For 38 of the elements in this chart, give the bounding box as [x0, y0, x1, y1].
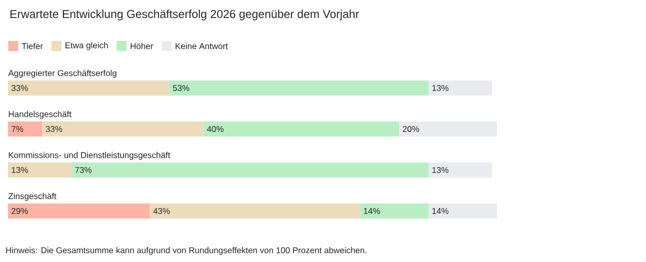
- text: Hinweis: Die Gesamtsumme kann aufgrund von Rundungseffekten von 100 Prozent abweichen.: [6, 247, 366, 255]
- y-tick-label: Aggregierter Geschäftserfolg: [8, 70, 116, 78]
- data-label: 13%: [12, 166, 28, 173]
- bar: [428, 162, 492, 178]
- y-tick-label: Zinsgeschäft: [8, 192, 56, 201]
- data-label: 14%: [364, 208, 380, 214]
- bar: [8, 162, 72, 178]
- data-label: 29%: [12, 208, 28, 214]
- bar: [204, 121, 400, 136]
- bar: [72, 162, 429, 178]
- data-label: 13%: [432, 84, 448, 91]
- bar: [8, 203, 150, 218]
- bar: [150, 203, 360, 218]
- bar: [428, 80, 492, 96]
- bar: [428, 203, 497, 218]
- data-label: 20%: [402, 126, 420, 132]
- data-label: 33%: [46, 126, 62, 132]
- legend-label: Etwa gleich: [66, 42, 108, 50]
- data-label: 53%: [172, 84, 190, 91]
- bar: [8, 80, 170, 96]
- data-label: 14%: [432, 208, 448, 214]
- data-label: 43%: [153, 208, 170, 214]
- bar: [169, 80, 429, 96]
- bar: [42, 121, 204, 136]
- legend-label: Tiefer: [22, 42, 43, 50]
- data-label: 7%: [12, 126, 24, 132]
- data-label: 40%: [206, 126, 224, 132]
- y-tick-label: Kommissions- und Dienstleistungsgeschäft: [8, 152, 170, 160]
- chart-title: Erwartete Entwicklung Geschäftserfolg 2026 gegenüber dem Vorjahr: [10, 10, 359, 20]
- bar: [360, 203, 429, 218]
- legend-label: Keine Antwort: [176, 42, 228, 50]
- y-tick-label: Handelsgeschäft: [8, 110, 72, 119]
- data-label: 13%: [432, 166, 448, 173]
- data-label: 33%: [12, 84, 28, 91]
- bar: [8, 121, 42, 136]
- legend-label: Höher: [130, 42, 154, 50]
- data-label: 73%: [75, 166, 92, 173]
- bar: [399, 121, 497, 136]
